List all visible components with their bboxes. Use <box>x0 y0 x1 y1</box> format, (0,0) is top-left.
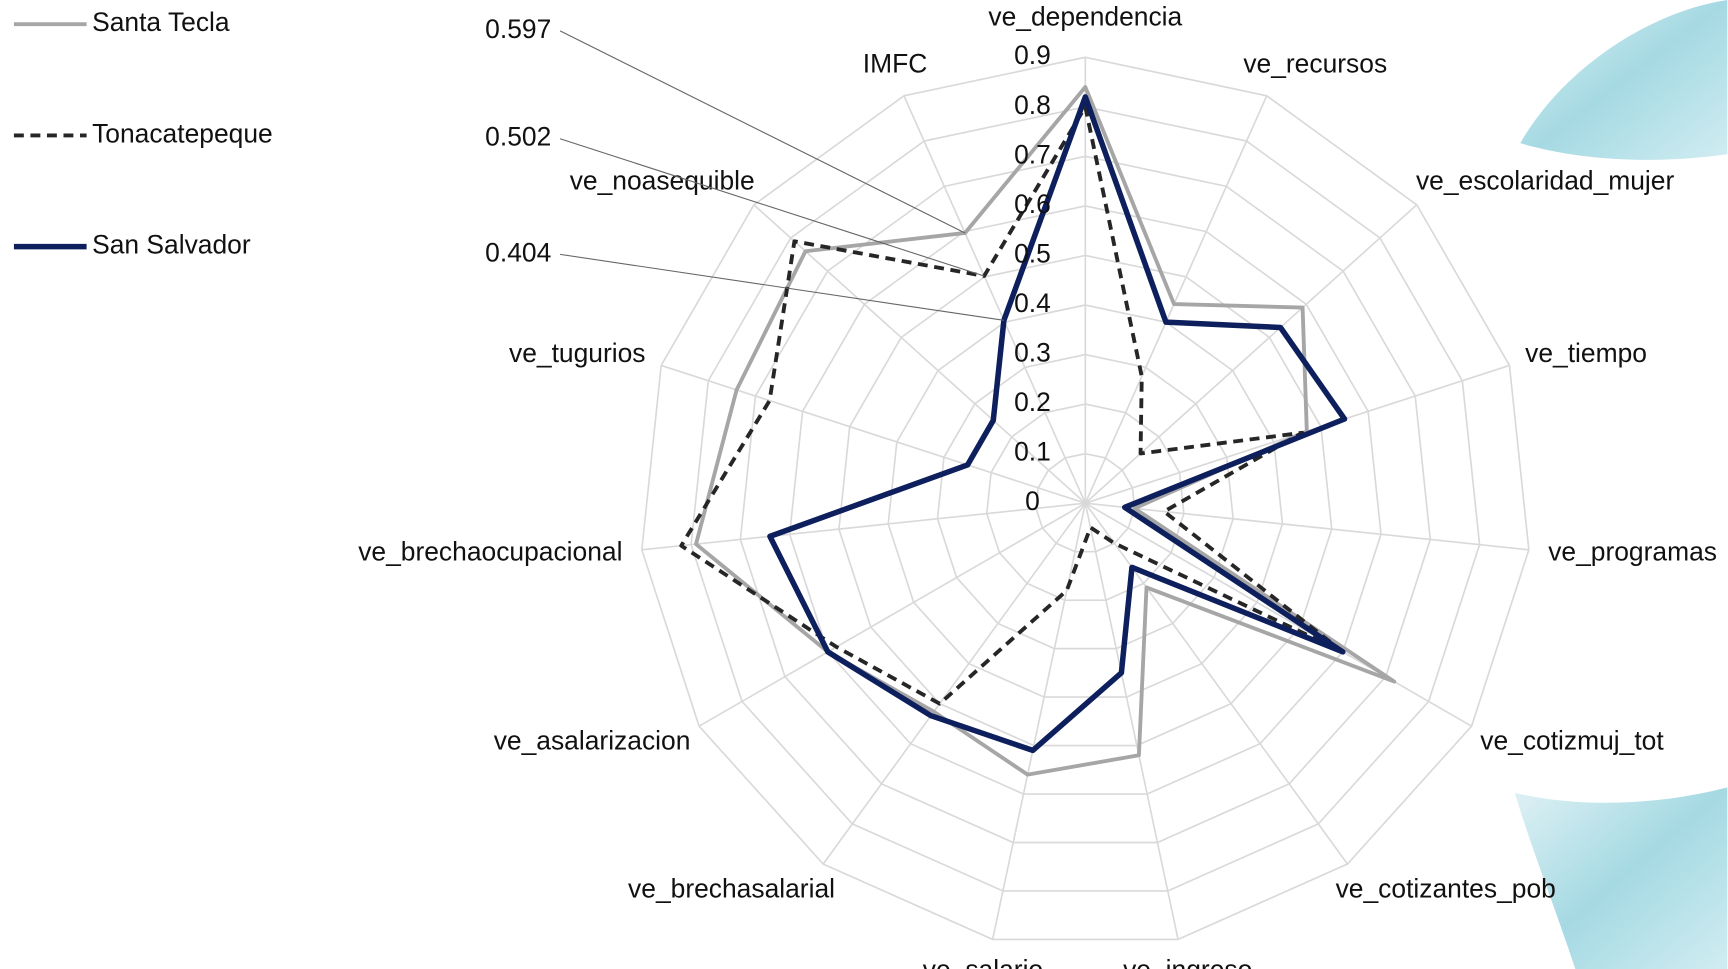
data-label: 0.502 <box>485 122 551 152</box>
category-label: ve_brechasalarial <box>628 874 835 904</box>
spoke <box>1085 502 1529 551</box>
spoke <box>641 502 1086 551</box>
grid-ring <box>985 403 1185 601</box>
spoke <box>1084 502 1349 865</box>
r-tick-label: 0.6 <box>1014 189 1051 219</box>
spoke <box>991 503 1087 940</box>
legend-label: Tonacatepeque <box>92 118 273 148</box>
leader-line <box>559 138 985 277</box>
grid-ring <box>936 353 1235 650</box>
decoration <box>1514 787 1728 969</box>
category-label: ve_cotizmuj_tot <box>1480 726 1664 756</box>
r-tick-label: 0.5 <box>1014 238 1051 268</box>
category-label: ve_tiempo <box>1525 338 1647 368</box>
series-line <box>767 94 1348 754</box>
spoke <box>698 502 1086 727</box>
category-label: ve_brechaocupacional <box>358 536 622 566</box>
category-label: ve_noasequible <box>570 166 755 196</box>
category-label: ve_recursos <box>1243 49 1387 79</box>
spoke <box>1084 95 1268 504</box>
r-tick-label: 0.3 <box>1014 338 1051 368</box>
spoke <box>753 204 1086 504</box>
category-label: ve_salario <box>923 955 1043 969</box>
spoke <box>1084 503 1179 940</box>
series-line <box>679 104 1345 706</box>
spoke <box>1084 502 1472 727</box>
r-tick-label: 0.9 <box>1014 40 1051 70</box>
r-tick-label: 0.7 <box>1014 139 1051 169</box>
leader-line <box>559 30 966 234</box>
category-label: ve_cotizantes_pob <box>1336 874 1556 904</box>
category-label: ve_tugurios <box>509 338 646 368</box>
r-tick-label: 0 <box>1025 486 1040 516</box>
legend-label: San Salvador <box>92 230 251 260</box>
category-label: ve_asalarizacion <box>494 726 691 756</box>
grid-ring <box>1035 452 1136 553</box>
category-label: ve_escolaridad_mujer <box>1416 166 1675 196</box>
grid-ring <box>640 56 1530 941</box>
spoke <box>903 95 1087 504</box>
grid-ring <box>690 105 1481 892</box>
leader-line <box>560 253 1004 321</box>
data-label: 0.597 <box>485 14 551 44</box>
r-tick-label: 0.4 <box>1014 288 1051 318</box>
grid-ring <box>788 205 1382 795</box>
plot: ve_dependencia ve_recursos ve_escolaridad_… <box>13 2 1717 969</box>
data-label: 0.404 <box>485 237 551 267</box>
grid-ring <box>739 155 1432 844</box>
category-label: ve_dependencia <box>988 2 1182 32</box>
grid-ring <box>887 304 1284 698</box>
r-tick-label: 0.1 <box>1014 437 1051 467</box>
spoke <box>660 364 1086 505</box>
series-line <box>694 85 1397 777</box>
category-label: IMFC <box>863 49 928 79</box>
r-tick-label: 0.2 <box>1014 387 1051 417</box>
grid-ring <box>838 254 1333 747</box>
r-tick-label: 0.8 <box>1014 90 1051 120</box>
category-label: ve_programas <box>1548 536 1717 566</box>
category-label: ve_ingreso <box>1123 955 1252 969</box>
legend-label: Santa Tecla <box>92 7 230 37</box>
spoke <box>822 502 1086 865</box>
decoration <box>1520 0 1728 160</box>
